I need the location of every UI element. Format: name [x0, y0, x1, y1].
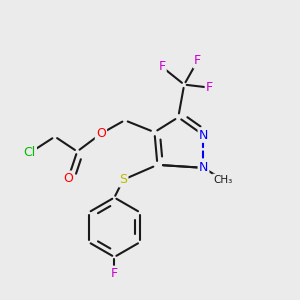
Text: F: F: [194, 54, 201, 67]
Text: Cl: Cl: [23, 146, 36, 160]
Text: O: O: [96, 127, 106, 140]
Text: F: F: [158, 60, 166, 73]
Text: N: N: [199, 161, 208, 174]
Text: N: N: [199, 129, 208, 142]
Text: CH₃: CH₃: [213, 175, 232, 185]
Text: S: S: [119, 173, 127, 186]
Text: F: F: [111, 267, 118, 280]
Text: F: F: [206, 81, 213, 94]
Text: O: O: [63, 172, 73, 185]
